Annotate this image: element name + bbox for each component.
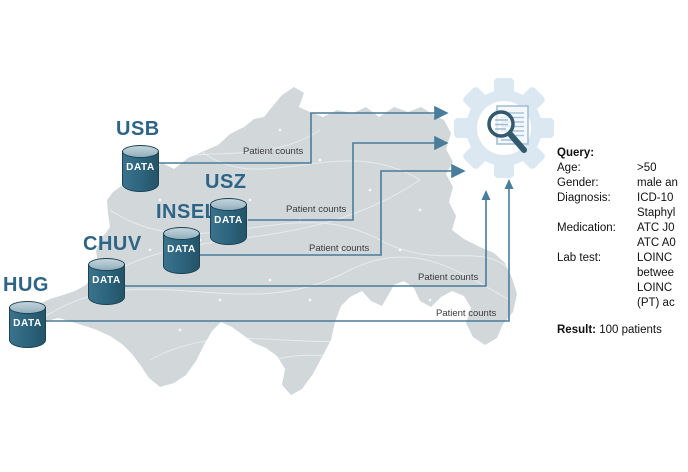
query-title: Query: [557, 147, 595, 159]
database-label: DATA [92, 275, 121, 286]
query-row-label: Gender: [557, 177, 599, 189]
hub-gear-icon [454, 78, 554, 178]
database-top [163, 227, 200, 240]
site-label-chuv: CHUV [83, 233, 142, 255]
query-row-label [557, 266, 637, 281]
database-top [210, 198, 247, 211]
query-row-value: >50 [637, 162, 657, 174]
query-row: betwee [557, 266, 688, 281]
site-label-insel: INSEL [156, 201, 218, 223]
query-row-label: Medication: [557, 222, 616, 234]
database-label: DATA [167, 244, 196, 255]
database-label: DATA [126, 162, 155, 173]
query-row-label [557, 296, 637, 311]
query-row-label [557, 206, 637, 221]
arrowheads-up [481, 179, 514, 200]
flow-label-usz: Patient counts [286, 204, 347, 215]
query-row-value: ATC A0 [637, 237, 676, 249]
arrow-chuv-to-hub [124, 199, 487, 287]
query-row: Medication: ATC J0 [557, 221, 688, 236]
arrow-insel-to-hub [199, 163, 466, 256]
query-row-label: Age: [557, 162, 581, 174]
database-label: DATA [13, 318, 42, 329]
query-row-value: male an [637, 177, 678, 189]
site-label-usz: USZ [205, 171, 247, 193]
query-row-label [557, 281, 637, 296]
database-top [9, 301, 46, 314]
result-line: Result: 100 patients [557, 323, 688, 338]
database-icon-chuv: DATA [88, 258, 125, 306]
query-row-label [557, 236, 637, 251]
site-label-hug: HUG [3, 274, 49, 296]
query-row-value: betwee [637, 267, 675, 279]
query-row: ATC A0 [557, 236, 688, 251]
database-icon-usz: DATA [210, 198, 247, 246]
database-body [210, 204, 247, 245]
database-icon-hug: DATA [9, 301, 46, 349]
query-row-label: Lab test: [557, 252, 602, 264]
query-row: LOINC [557, 281, 688, 296]
result-label: Result: [557, 324, 596, 336]
magnifier-icon [487, 110, 527, 153]
flow-label-usb: Patient counts [243, 146, 304, 157]
result-value: 100 patients [599, 324, 662, 336]
flow-label-chuv: Patient counts [418, 272, 479, 283]
query-row-value: LOINC [637, 282, 673, 294]
database-label: DATA [214, 215, 243, 226]
query-rows: Age: >50 Gender: male an Diagnosis: ICD-10 Sta… [557, 161, 688, 311]
query-row-value: Staphyl [637, 207, 676, 219]
database-icon-insel: DATA [163, 227, 200, 275]
query-row-value: (PT) ac [637, 297, 675, 309]
flow-label-hug: Patient counts [436, 308, 497, 319]
database-top [122, 145, 159, 158]
site-label-usb: USB [116, 118, 160, 140]
database-body [163, 233, 200, 274]
arrow-usb-to-hub [159, 105, 449, 164]
patient-count-arrows [46, 105, 510, 322]
query-row: Age: >50 [557, 161, 688, 176]
arrow-usz-to-hub [248, 135, 449, 221]
query-panel: Query: Age: >50 Gender: male an Diagnosis: IC… [557, 146, 688, 338]
query-row: (PT) ac [557, 296, 688, 311]
arrow-hug-to-hub [46, 188, 510, 322]
database-top [88, 258, 125, 271]
query-row: Diagnosis: ICD-10 [557, 191, 688, 206]
query-row: Staphyl [557, 206, 688, 221]
query-row-value: ICD-10 [637, 192, 674, 204]
query-row-value: LOINC [637, 252, 673, 264]
query-row-label: Diagnosis: [557, 192, 611, 204]
flow-label-insel: Patient counts [309, 243, 370, 254]
database-icon-usb: DATA [122, 145, 159, 193]
query-row: Lab test: LOINC [557, 251, 688, 266]
query-row-value: ATC J0 [637, 222, 675, 234]
query-row: Gender: male an [557, 176, 688, 191]
